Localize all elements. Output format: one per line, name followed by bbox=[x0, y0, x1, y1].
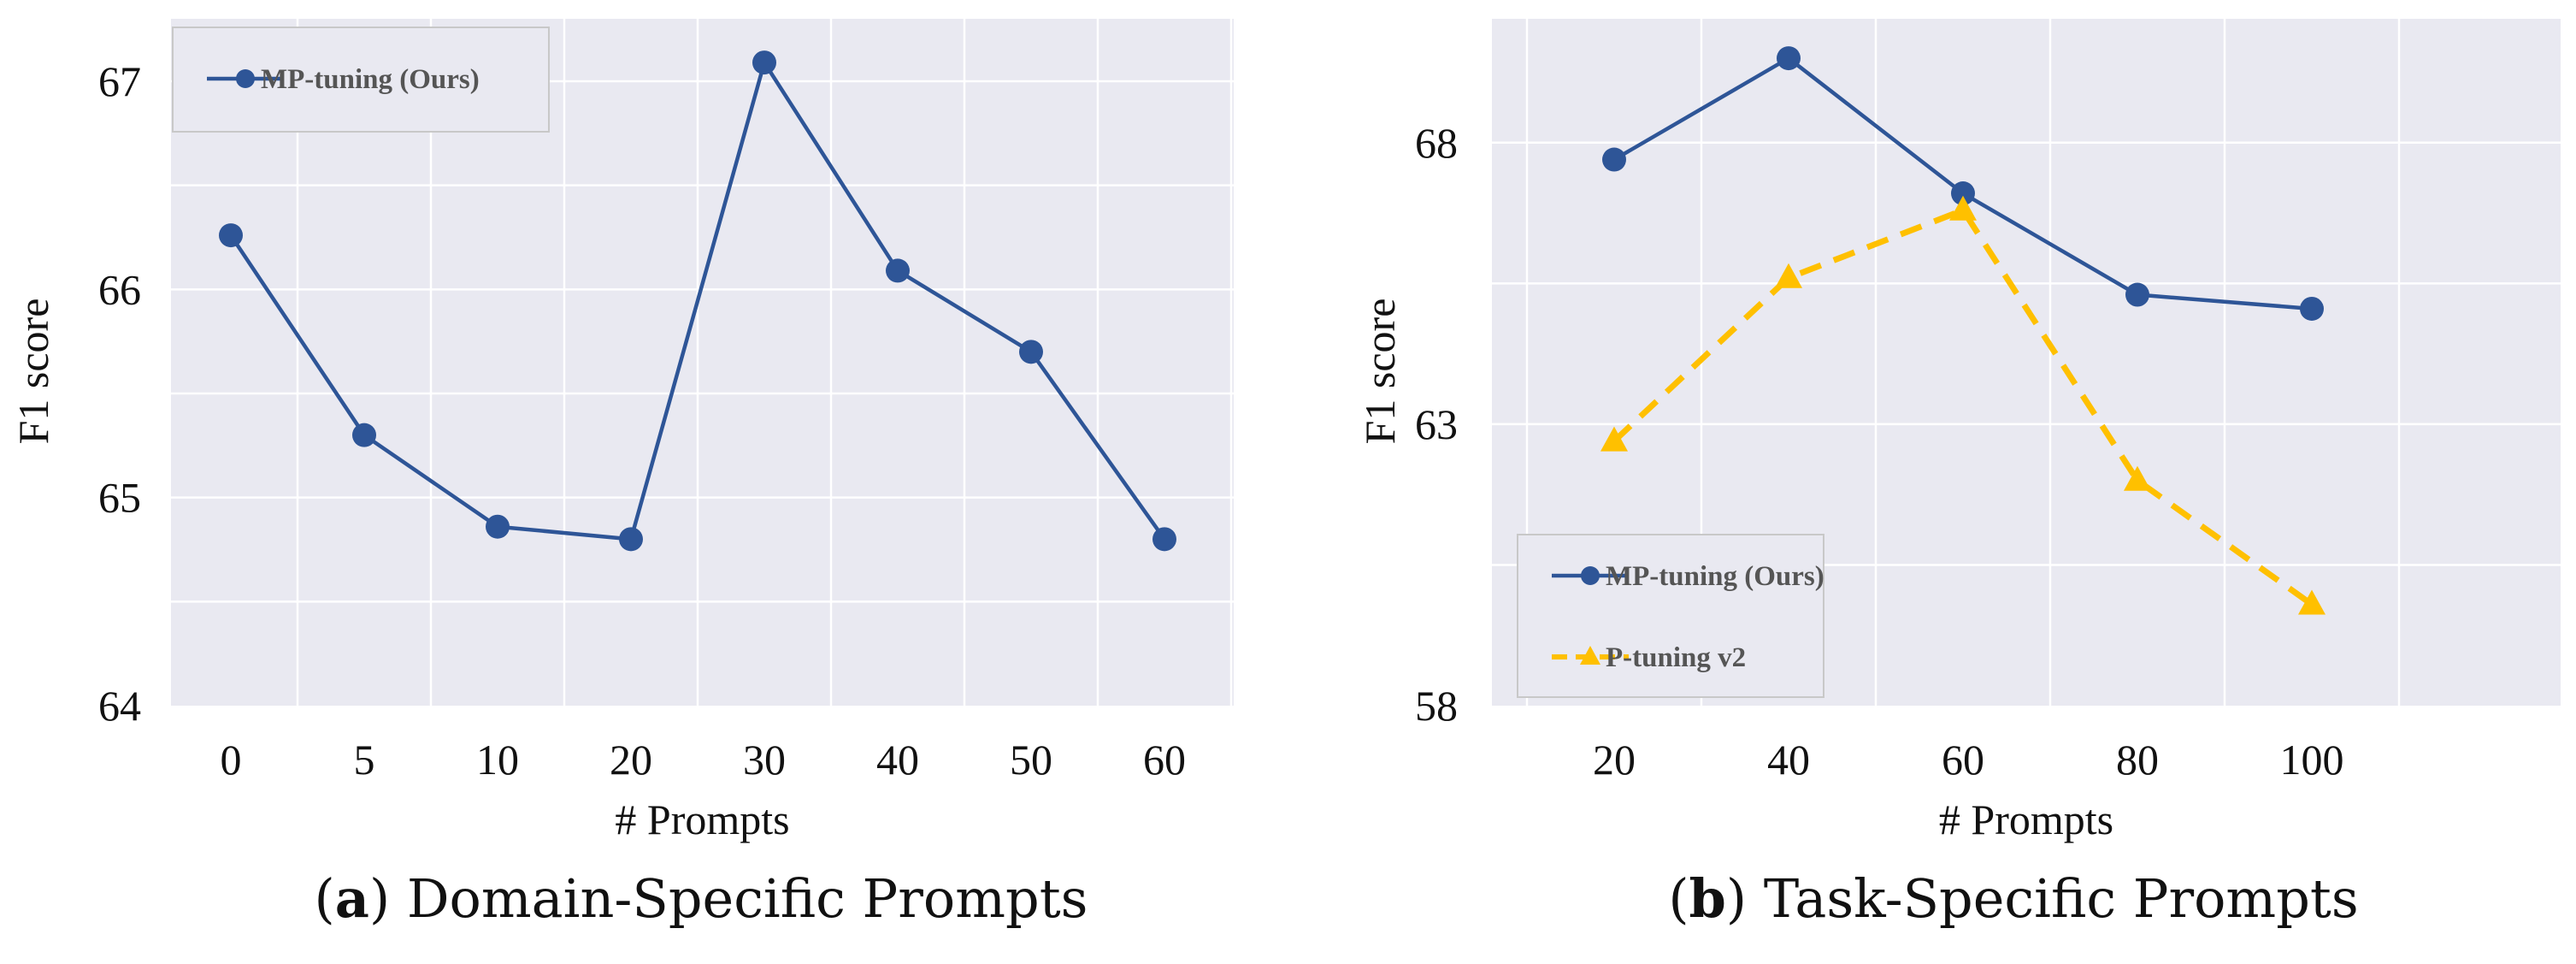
data-point bbox=[752, 50, 776, 75]
caption-paren-close: ) bbox=[1726, 867, 1764, 930]
data-point bbox=[1775, 263, 1802, 288]
y-tick-label: 64 bbox=[98, 682, 141, 730]
caption-paren-open: ( bbox=[1668, 867, 1689, 930]
data-point bbox=[1777, 46, 1801, 71]
panel-caption: (a) Domain-Specific Prompts bbox=[315, 867, 1088, 930]
data-point bbox=[1600, 426, 1628, 452]
y-tick-label: 65 bbox=[98, 474, 141, 522]
data-point bbox=[1949, 195, 1977, 221]
caption-text: Task-Specific Prompts bbox=[1764, 867, 2359, 930]
data-point bbox=[886, 258, 910, 283]
y-axis-label: F1 score bbox=[9, 299, 57, 445]
data-point bbox=[352, 423, 376, 447]
legend-label: P-tuning v2 bbox=[1606, 642, 1746, 673]
legend-marker bbox=[1581, 566, 1600, 585]
series-1 bbox=[1600, 195, 2325, 615]
data-point bbox=[1152, 527, 1176, 552]
data-point bbox=[486, 514, 510, 539]
x-axis-label: # Prompts bbox=[615, 795, 789, 843]
x-tick-label: 0 bbox=[221, 736, 242, 784]
y-tick-label: 67 bbox=[98, 57, 141, 105]
plot-area bbox=[171, 19, 1234, 706]
x-tick-label: 40 bbox=[876, 736, 919, 784]
caption-letter: a bbox=[335, 867, 369, 930]
y-tick-label: 66 bbox=[98, 265, 141, 313]
data-point bbox=[2298, 589, 2325, 615]
data-point bbox=[619, 527, 643, 552]
x-tick-label: 80 bbox=[2116, 736, 2159, 784]
series-line bbox=[229, 60, 1166, 541]
legend-marker bbox=[236, 69, 255, 88]
y-tick-label: 68 bbox=[1415, 119, 1458, 167]
series-0 bbox=[1602, 46, 2324, 321]
series-line bbox=[1612, 207, 2314, 607]
data-point bbox=[2300, 296, 2324, 321]
data-point bbox=[1019, 340, 1043, 364]
x-tick-label: 20 bbox=[1593, 736, 1636, 784]
x-tick-label: 60 bbox=[1143, 736, 1186, 784]
legend-box bbox=[1517, 534, 1824, 698]
data-point bbox=[2124, 465, 2151, 491]
legend-marker bbox=[1580, 646, 1600, 665]
y-tick-label: 63 bbox=[1415, 400, 1458, 448]
x-tick-label: 60 bbox=[1942, 736, 1984, 784]
x-tick-label: 50 bbox=[1010, 736, 1052, 784]
legend-label: MP-tuning (Ours) bbox=[1606, 561, 1824, 592]
data-point bbox=[1951, 181, 1975, 206]
data-point bbox=[219, 223, 243, 248]
caption-paren-open: ( bbox=[315, 867, 335, 930]
caption-text: Domain-Specific Prompts bbox=[407, 867, 1088, 930]
x-tick-label: 40 bbox=[1767, 736, 1810, 784]
caption-letter: b bbox=[1689, 867, 1726, 930]
data-point bbox=[2125, 282, 2149, 307]
legend-label: MP-tuning (Ours) bbox=[261, 64, 480, 95]
x-tick-label: 100 bbox=[2280, 736, 2344, 784]
data-point bbox=[1602, 147, 1626, 172]
legend: MP-tuning (Ours) bbox=[172, 27, 550, 133]
x-tick-label: 10 bbox=[476, 736, 519, 784]
series-0 bbox=[219, 50, 1176, 552]
caption-paren-close: ) bbox=[369, 867, 407, 930]
panel-b: 58 63 68 20 40 60 80 100 # Prompts F1 score MP-tun… bbox=[1356, 19, 2561, 930]
x-tick-label: 5 bbox=[354, 736, 375, 784]
x-tick-label: 20 bbox=[610, 736, 652, 784]
legend: MP-tuning (Ours) P-tuning v2 bbox=[1517, 534, 1824, 698]
y-axis-label: F1 score bbox=[1356, 299, 1404, 445]
panel-a: 64 65 66 67 0 5 10 20 30 40 50 60 # Prompts F1 score M… bbox=[9, 19, 1234, 930]
y-tick-label: 58 bbox=[1415, 682, 1458, 730]
x-axis-label: # Prompts bbox=[1939, 795, 2113, 843]
x-tick-label: 30 bbox=[743, 736, 786, 784]
panel-caption: (b) Task-Specific Prompts bbox=[1668, 867, 2358, 930]
